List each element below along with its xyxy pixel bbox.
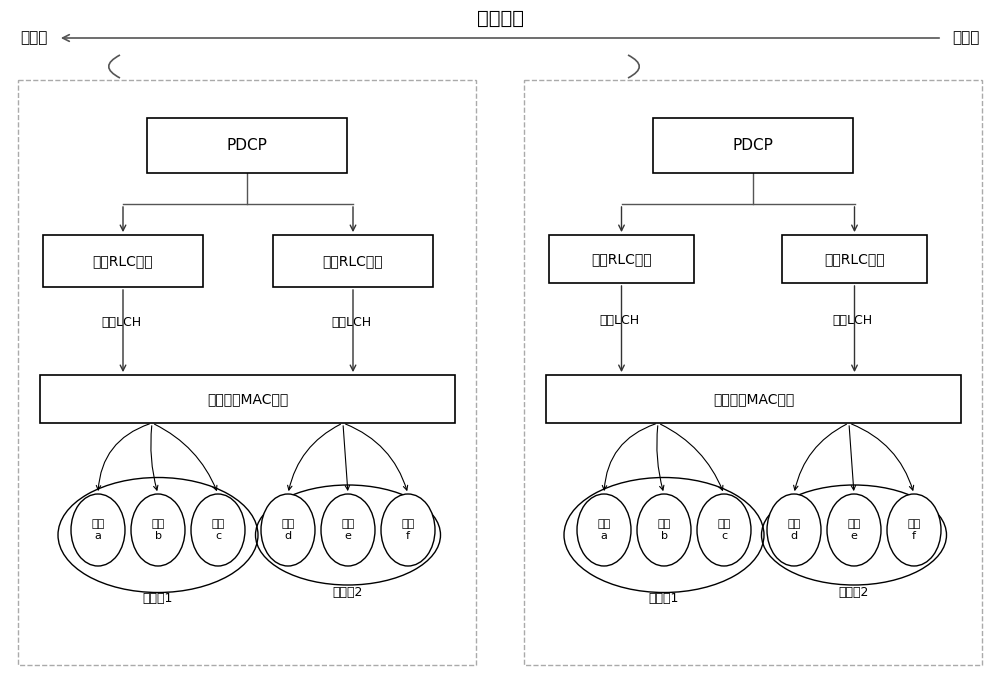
Text: 发送端: 发送端 xyxy=(20,30,47,45)
Text: 小区组2: 小区组2 xyxy=(333,585,363,598)
Text: 第二RLC实体: 第二RLC实体 xyxy=(824,252,885,266)
Ellipse shape xyxy=(381,494,435,566)
Ellipse shape xyxy=(697,494,751,566)
Text: 第二LCH: 第二LCH xyxy=(331,316,371,329)
Ellipse shape xyxy=(321,494,375,566)
Bar xyxy=(524,80,982,665)
Text: 小区组2: 小区组2 xyxy=(839,585,869,598)
Ellipse shape xyxy=(71,494,125,566)
Text: 小区
e: 小区 e xyxy=(847,519,861,541)
Ellipse shape xyxy=(577,494,631,566)
Text: 小区组1: 小区组1 xyxy=(143,592,173,604)
Text: 小区
f: 小区 f xyxy=(401,519,415,541)
Text: 第一LCH: 第一LCH xyxy=(101,316,141,329)
Ellipse shape xyxy=(827,494,881,566)
Text: 至少一个MAC实体: 至少一个MAC实体 xyxy=(207,392,288,406)
Text: 第一RLC实体: 第一RLC实体 xyxy=(591,252,652,266)
Text: 至少一个MAC实体: 至少一个MAC实体 xyxy=(713,392,794,406)
Text: 小区
a: 小区 a xyxy=(91,519,105,541)
Ellipse shape xyxy=(261,494,315,566)
Bar xyxy=(653,118,853,173)
Text: 小区
b: 小区 b xyxy=(151,519,165,541)
Text: 第一RLC实体: 第一RLC实体 xyxy=(93,254,153,268)
Text: 无线承载: 无线承载 xyxy=(477,9,524,28)
Bar xyxy=(43,235,203,287)
Text: 小区
c: 小区 c xyxy=(717,519,731,541)
Text: 第二LCH: 第二LCH xyxy=(832,314,873,327)
Bar xyxy=(273,235,433,287)
Text: 第二RLC实体: 第二RLC实体 xyxy=(323,254,383,268)
Text: 第一LCH: 第一LCH xyxy=(599,314,640,327)
Text: PDCP: PDCP xyxy=(227,138,267,153)
Ellipse shape xyxy=(191,494,245,566)
Text: 小区组1: 小区组1 xyxy=(649,592,679,604)
Text: PDCP: PDCP xyxy=(733,138,773,153)
Text: 小区
c: 小区 c xyxy=(211,519,225,541)
Text: 小区
d: 小区 d xyxy=(281,519,295,541)
Text: 小区
d: 小区 d xyxy=(787,519,801,541)
Text: 小区
e: 小区 e xyxy=(341,519,355,541)
Ellipse shape xyxy=(887,494,941,566)
Text: 接收端: 接收端 xyxy=(953,30,980,45)
Ellipse shape xyxy=(767,494,821,566)
Bar xyxy=(147,118,347,173)
Text: 小区
a: 小区 a xyxy=(597,519,611,541)
Bar xyxy=(549,235,694,283)
Bar xyxy=(18,80,476,665)
Bar xyxy=(782,235,927,283)
Bar xyxy=(546,375,961,423)
Ellipse shape xyxy=(637,494,691,566)
Text: 小区
f: 小区 f xyxy=(907,519,921,541)
Text: 小区
b: 小区 b xyxy=(657,519,671,541)
Bar xyxy=(40,375,455,423)
Ellipse shape xyxy=(131,494,185,566)
